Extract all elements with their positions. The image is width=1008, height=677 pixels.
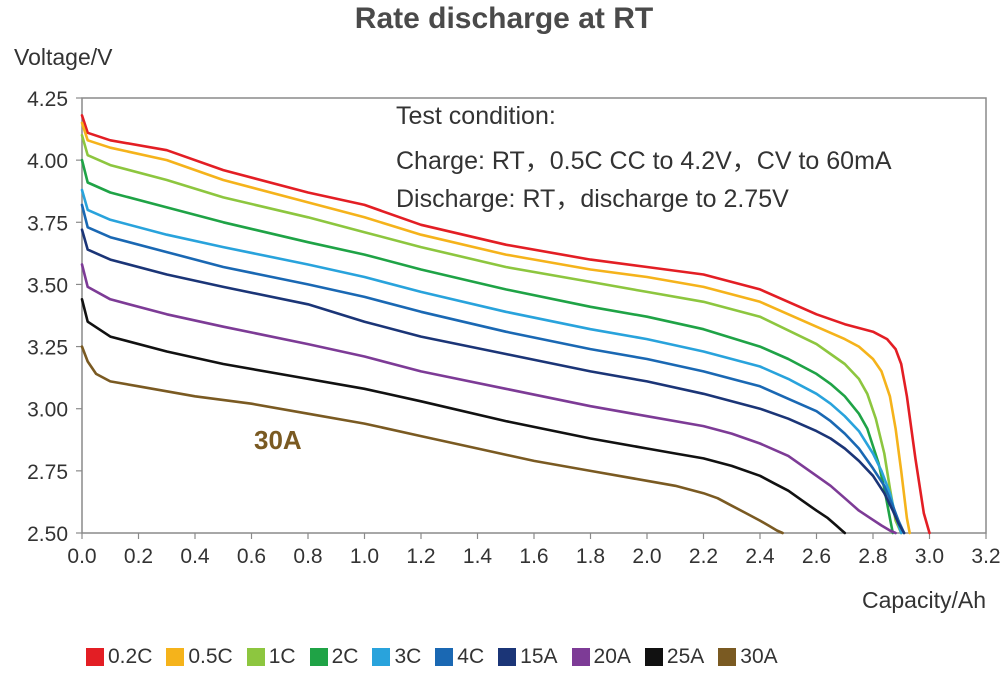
test-condition-charge: Charge: RT，0.5C CC to 4.2V，CV to 60mA bbox=[396, 147, 892, 175]
x-tick-label: 2.8 bbox=[858, 545, 887, 568]
legend-label: 4C bbox=[457, 645, 485, 668]
legend-item-30a: 30A bbox=[718, 645, 778, 669]
x-tick-label: 3.2 bbox=[971, 545, 1000, 568]
legend-swatch bbox=[309, 648, 328, 666]
legend-swatch bbox=[498, 648, 517, 666]
x-tick-label: 0.8 bbox=[293, 545, 322, 568]
series-line-15a bbox=[80, 228, 906, 535]
x-tick-label: 3.0 bbox=[915, 545, 944, 568]
legend-swatch bbox=[86, 648, 104, 666]
x-tick-label: 1.0 bbox=[350, 545, 379, 568]
y-tick-label: 3.75 bbox=[27, 212, 68, 235]
y-axis-label: Voltage/V bbox=[14, 44, 113, 70]
series-line-2c bbox=[80, 158, 895, 535]
series-line-4c bbox=[80, 203, 906, 535]
legend-item-15a: 15A bbox=[498, 645, 558, 669]
x-tick-label: 2.2 bbox=[689, 545, 718, 568]
series-line-25a bbox=[80, 297, 847, 535]
x-axis-label: Capacity/Ah bbox=[861, 587, 986, 613]
x-tick-label: 0.0 bbox=[67, 545, 96, 568]
x-tick-label: 1.6 bbox=[519, 545, 548, 568]
legend-swatch bbox=[571, 648, 590, 666]
legend: 0.2C 0.5C 1C 2C 3C 4C 15A 20A 25A 30A bbox=[86, 645, 792, 669]
legend-label: 1C bbox=[268, 645, 296, 668]
x-tick-label: 1.8 bbox=[576, 545, 605, 568]
x-tick-label: 1.4 bbox=[463, 545, 493, 568]
legend-swatch bbox=[718, 648, 737, 666]
y-tick-label: 3.00 bbox=[27, 399, 68, 422]
legend-item-20a: 20A bbox=[571, 645, 631, 669]
legend-item-0-2c: 0.2C bbox=[86, 645, 152, 669]
legend-label: 30A bbox=[740, 645, 778, 668]
legend-label: 25A bbox=[666, 645, 705, 668]
y-tick-label: 4.25 bbox=[27, 88, 68, 111]
legend-label: 15A bbox=[520, 645, 558, 668]
legend-item-4c: 4C bbox=[435, 645, 484, 669]
legend-item-0-5c: 0.5C bbox=[166, 645, 233, 669]
y-tick-label: 4.00 bbox=[27, 150, 68, 173]
test-condition-heading: Test condition: bbox=[396, 102, 556, 130]
legend-swatch bbox=[644, 648, 663, 666]
y-tick-label: 2.75 bbox=[27, 461, 68, 484]
x-tick-label: 1.2 bbox=[406, 545, 435, 568]
series-line-0-5c bbox=[80, 121, 912, 535]
x-tick-label: 0.4 bbox=[180, 545, 210, 568]
x-tick-label: 0.2 bbox=[124, 545, 153, 568]
x-tick-label: 2.4 bbox=[745, 545, 775, 568]
legend-label: 0.5C bbox=[188, 645, 233, 668]
legend-item-2c: 2C bbox=[309, 645, 359, 669]
legend-label: 0.2C bbox=[108, 645, 153, 668]
curve-label-30a: 30A bbox=[254, 425, 302, 455]
legend-item-3c: 3C bbox=[372, 645, 421, 669]
y-tick-label: 3.25 bbox=[27, 337, 68, 360]
x-tick-label: 0.6 bbox=[237, 545, 266, 568]
legend-item-1c: 1C bbox=[246, 645, 296, 669]
y-tick-label: 3.50 bbox=[27, 274, 68, 297]
y-tick-label: 2.50 bbox=[27, 523, 68, 546]
legend-item-25a: 25A bbox=[644, 645, 705, 669]
legend-swatch bbox=[435, 648, 454, 666]
legend-label: 20A bbox=[593, 645, 631, 668]
x-tick-label: 2.0 bbox=[632, 545, 661, 568]
legend-label: 2C bbox=[331, 645, 359, 668]
series-line-3c bbox=[80, 188, 903, 535]
series-line-0-2c bbox=[80, 114, 931, 535]
legend-swatch bbox=[246, 648, 265, 666]
chart-title: Rate discharge at RT bbox=[354, 2, 654, 35]
series-layer bbox=[80, 114, 931, 535]
axes-layer: 0.0 0.2 0.4 0.6 0.8 1.0 1.2 1.4 1.6 1.8 2.0 2.2 2.4 2… bbox=[27, 88, 1000, 568]
series-line-1c bbox=[80, 134, 903, 535]
test-condition-discharge: Discharge: RT，discharge to 2.75V bbox=[396, 185, 789, 213]
legend-label: 3C bbox=[394, 645, 422, 668]
series-line-30a bbox=[80, 345, 784, 535]
legend-swatch bbox=[372, 648, 391, 666]
x-tick-label: 2.6 bbox=[802, 545, 831, 568]
legend-swatch bbox=[166, 648, 185, 666]
series-line-20a bbox=[80, 263, 897, 535]
